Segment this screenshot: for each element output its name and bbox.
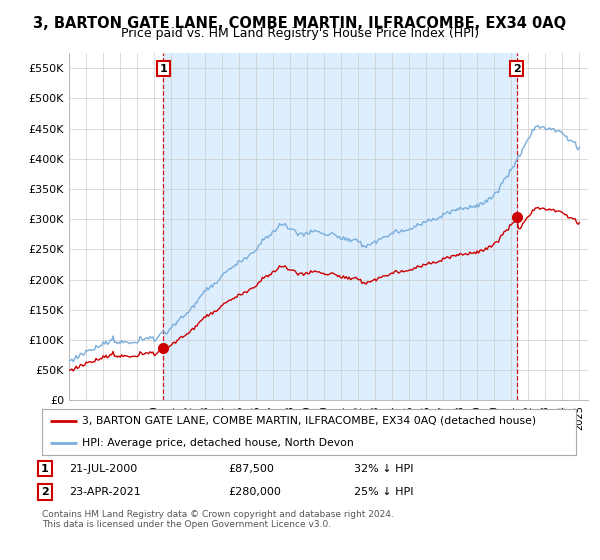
Text: 25% ↓ HPI: 25% ↓ HPI [354, 487, 413, 497]
Text: Price paid vs. HM Land Registry's House Price Index (HPI): Price paid vs. HM Land Registry's House … [121, 27, 479, 40]
Text: £280,000: £280,000 [228, 487, 281, 497]
Text: 32% ↓ HPI: 32% ↓ HPI [354, 464, 413, 474]
Bar [163, 53, 517, 400]
Text: HPI: Average price, detached house, North Devon: HPI: Average price, detached house, Nort… [82, 438, 354, 448]
Text: 3, BARTON GATE LANE, COMBE MARTIN, ILFRACOMBE, EX34 0AQ: 3, BARTON GATE LANE, COMBE MARTIN, ILFRA… [34, 16, 566, 31]
Text: 21-JUL-2000: 21-JUL-2000 [69, 464, 137, 474]
Text: 1: 1 [160, 64, 167, 73]
Text: £87,500: £87,500 [228, 464, 274, 474]
Text: Contains HM Land Registry data © Crown copyright and database right 2024.
This d: Contains HM Land Registry data © Crown c… [42, 510, 394, 529]
Text: 23-APR-2021: 23-APR-2021 [69, 487, 141, 497]
Text: 1: 1 [41, 464, 49, 474]
Text: 2: 2 [513, 64, 521, 73]
Text: 2: 2 [41, 487, 49, 497]
Text: 3, BARTON GATE LANE, COMBE MARTIN, ILFRACOMBE, EX34 0AQ (detached house): 3, BARTON GATE LANE, COMBE MARTIN, ILFRA… [82, 416, 536, 426]
